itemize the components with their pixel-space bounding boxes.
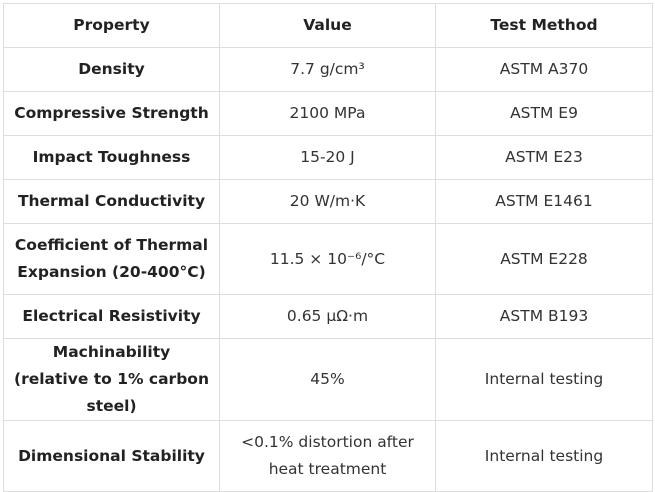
test-method-cell: ASTM E9: [435, 91, 653, 136]
test-method-cell: ASTM E228: [435, 223, 653, 295]
value-cell: 15-20 J: [219, 135, 436, 180]
properties-table: Property Value Test Method Density 7.7 g…: [3, 3, 653, 492]
value-cell: 2100 MPa: [219, 91, 436, 136]
table-row: Electrical Resistivity 0.65 μΩ·m ASTM B1…: [3, 294, 653, 339]
value-cell: 0.65 μΩ·m: [219, 294, 436, 339]
value-cell: <0.1% distortion after heat treatment: [219, 420, 436, 492]
property-cell: Dimensional Stability: [3, 420, 220, 492]
value-cell: 7.7 g/cm³: [219, 47, 436, 92]
header-row: Property Value Test Method: [3, 3, 653, 48]
property-cell: Impact Toughness: [3, 135, 220, 180]
table-row: Machinability (relative to 1% carbon ste…: [3, 338, 653, 421]
value-cell: 45%: [219, 338, 436, 421]
test-method-cell: Internal testing: [435, 338, 653, 421]
property-cell: Coefficient of Thermal Expansion (20-400…: [3, 223, 220, 295]
table-row: Density 7.7 g/cm³ ASTM A370: [3, 47, 653, 92]
table-row: Impact Toughness 15-20 J ASTM E23: [3, 135, 653, 180]
test-method-cell: ASTM E1461: [435, 179, 653, 224]
header-property: Property: [3, 3, 220, 48]
table-header: Property Value Test Method: [3, 3, 653, 48]
property-cell: Machinability (relative to 1% carbon ste…: [3, 338, 220, 421]
value-cell: 20 W/m·K: [219, 179, 436, 224]
property-cell: Electrical Resistivity: [3, 294, 220, 339]
test-method-cell: ASTM B193: [435, 294, 653, 339]
header-value: Value: [219, 3, 436, 48]
test-method-cell: Internal testing: [435, 420, 653, 492]
table-row: Coefficient of Thermal Expansion (20-400…: [3, 223, 653, 295]
table-row: Compressive Strength 2100 MPa ASTM E9: [3, 91, 653, 136]
property-cell: Density: [3, 47, 220, 92]
table-row: Thermal Conductivity 20 W/m·K ASTM E1461: [3, 179, 653, 224]
property-cell: Thermal Conductivity: [3, 179, 220, 224]
test-method-cell: ASTM E23: [435, 135, 653, 180]
properties-table-container: Property Value Test Method Density 7.7 g…: [3, 3, 653, 492]
test-method-cell: ASTM A370: [435, 47, 653, 92]
header-test-method: Test Method: [435, 3, 653, 48]
value-cell: 11.5 × 10⁻⁶/°C: [219, 223, 436, 295]
table-body: Density 7.7 g/cm³ ASTM A370 Compressive …: [3, 47, 653, 492]
table-row: Dimensional Stability <0.1% distortion a…: [3, 420, 653, 492]
property-cell: Compressive Strength: [3, 91, 220, 136]
